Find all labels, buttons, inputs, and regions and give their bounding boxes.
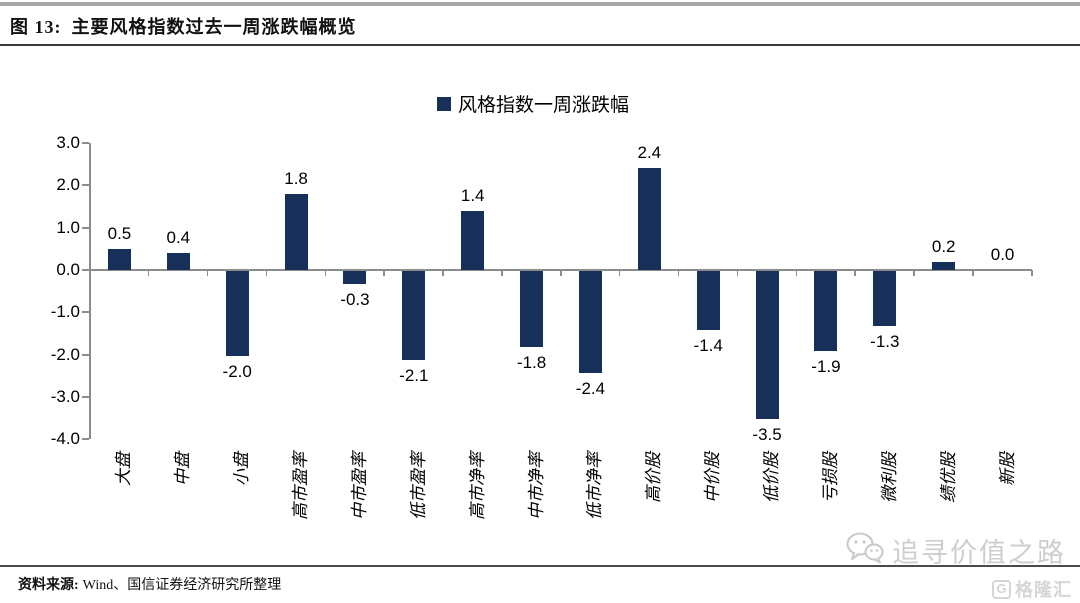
bar-value-label: -3.5 — [752, 425, 782, 445]
x-axis-tick — [795, 270, 797, 276]
bar — [637, 168, 661, 270]
category-label: 低价股 — [762, 452, 782, 503]
bar-value-label: 0.0 — [990, 245, 1015, 264]
y-axis-tick — [82, 269, 89, 271]
y-axis-tick — [82, 353, 89, 356]
bar-value-label: -2.1 — [399, 365, 429, 385]
y-tick-label: -2.0 — [50, 344, 80, 364]
y-tick-label: 1.0 — [56, 217, 80, 237]
bar-value-label: -1.4 — [693, 336, 723, 356]
x-axis-tick — [324, 270, 326, 276]
category-label: 低市净率 — [585, 452, 605, 520]
figure-number: 图 13: — [10, 17, 62, 37]
bar-value-label: -1.3 — [870, 331, 900, 351]
bar — [755, 271, 779, 420]
category-label: 中市盈率 — [349, 452, 369, 520]
bar — [696, 271, 720, 331]
category-label: 高市净率 — [467, 452, 487, 520]
x-axis-tick — [972, 270, 974, 276]
y-axis-tick — [82, 311, 89, 314]
bar — [814, 271, 838, 352]
category-label: 高市盈率 — [291, 452, 311, 520]
x-axis-tick — [206, 270, 209, 276]
y-tick-label: 0.0 — [56, 260, 80, 279]
bar — [343, 271, 367, 284]
x-axis-tick — [147, 270, 150, 276]
x-axis-tick — [560, 270, 562, 276]
y-tick-label: 2.0 — [56, 175, 80, 195]
bar — [578, 271, 602, 373]
gelonghui-logo: G 格隆汇 — [992, 576, 1072, 602]
x-axis-tick — [1031, 270, 1033, 276]
y-tick-label: -3.0 — [50, 386, 80, 406]
source-label: 资料来源: — [18, 578, 79, 593]
category-label: 低市盈率 — [408, 452, 428, 520]
bar — [402, 271, 426, 360]
category-label: 中价股 — [703, 452, 723, 503]
x-axis-tick — [501, 270, 503, 276]
x-axis-tick — [736, 270, 739, 276]
bar-value-label: 1.8 — [284, 168, 308, 188]
category-label: 大盘 — [114, 452, 134, 486]
bar-value-label: 0.5 — [107, 223, 132, 243]
bar — [873, 271, 897, 326]
title-divider — [0, 44, 1080, 46]
bar-value-label: -2.0 — [222, 361, 252, 381]
bar-value-label: 0.2 — [931, 236, 956, 256]
bar — [520, 271, 544, 348]
x-axis-tick — [618, 270, 621, 276]
y-axis-tick — [82, 184, 89, 187]
x-axis-tick — [442, 270, 444, 276]
y-axis — [89, 143, 91, 440]
y-axis-tick — [82, 226, 89, 229]
bar-value-label: 0.4 — [166, 228, 191, 248]
x-axis-tick — [677, 270, 680, 276]
watermark: 追寻价值之路 — [846, 531, 1066, 570]
bar — [284, 193, 308, 270]
category-label: 中盘 — [173, 452, 193, 486]
legend-label: 风格指数一周涨跌幅 — [458, 95, 630, 116]
x-axis-tick — [854, 270, 856, 276]
x-axis-tick — [383, 270, 385, 276]
bar — [166, 253, 190, 270]
wechat-icon — [846, 532, 884, 569]
y-axis-tick — [82, 142, 89, 145]
top-divider — [0, 2, 1080, 6]
y-axis-tick — [82, 395, 89, 398]
x-axis-tick — [265, 270, 268, 276]
category-label: 小盘 — [232, 452, 252, 486]
chart-legend: 风格指数一周涨跌幅 — [437, 90, 629, 117]
glh-logo-icon: G — [992, 579, 1011, 599]
figure-title: 图 13: 主要风格指数过去一周涨跌幅概览 — [10, 13, 357, 39]
bar-value-label: -1.8 — [516, 353, 547, 373]
glh-logo-text: 格隆汇 — [1015, 580, 1072, 600]
bar — [225, 271, 249, 356]
category-label: 中市净率 — [526, 452, 546, 520]
bar-value-label: -0.3 — [340, 289, 370, 309]
bar — [461, 210, 485, 270]
bar-value-label: -2.4 — [575, 378, 606, 398]
y-tick-label: -1.0 — [50, 302, 80, 322]
source-note: 资料来源: Wind、国信证券经济研究所整理 — [18, 574, 281, 594]
y-tick-label: -4.0 — [50, 429, 80, 449]
source-divider — [0, 565, 1080, 567]
bar-value-label: -1.9 — [811, 357, 841, 377]
watermark-text: 追寻价值之路 — [892, 538, 1066, 568]
bar-value-label: 2.4 — [637, 143, 662, 163]
category-label: 高价股 — [644, 452, 664, 503]
source-text: Wind、国信证券经济研究所整理 — [82, 578, 282, 593]
bar — [107, 248, 131, 270]
category-label: 亏损股 — [820, 452, 840, 503]
legend-swatch — [437, 96, 451, 111]
y-axis-tick — [82, 438, 89, 441]
x-axis-tick — [913, 270, 915, 276]
figure-title-text: 主要风格指数过去一周涨跌幅概览 — [71, 17, 357, 37]
bar-value-label: 1.4 — [460, 185, 485, 205]
y-tick-label: 3.0 — [56, 133, 80, 153]
bar — [932, 261, 956, 270]
